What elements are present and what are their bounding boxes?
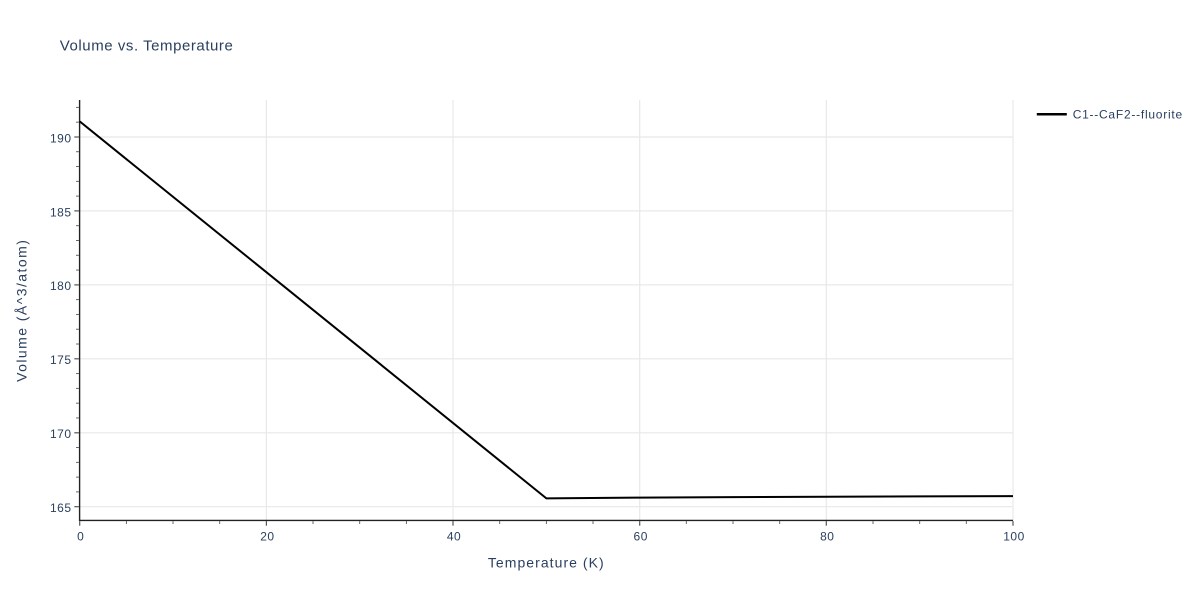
svg-text:165: 165 [50,501,72,515]
svg-text:20: 20 [260,530,274,544]
svg-text:Temperature (K): Temperature (K) [488,555,605,571]
svg-text:175: 175 [50,353,72,367]
svg-text:190: 190 [50,131,72,145]
svg-text:100: 100 [1003,530,1025,544]
svg-text:60: 60 [634,530,648,544]
svg-text:170: 170 [50,427,72,441]
svg-text:80: 80 [820,530,834,544]
svg-text:40: 40 [447,530,461,544]
svg-text:0: 0 [77,530,84,544]
svg-text:Volume vs. Temperature: Volume vs. Temperature [60,38,234,55]
svg-text:C1--CaF2--fluorite: C1--CaF2--fluorite [1073,108,1183,122]
svg-text:Volume (Å^3/atom): Volume (Å^3/atom) [13,239,29,382]
svg-text:185: 185 [50,205,72,219]
svg-text:180: 180 [50,279,72,293]
